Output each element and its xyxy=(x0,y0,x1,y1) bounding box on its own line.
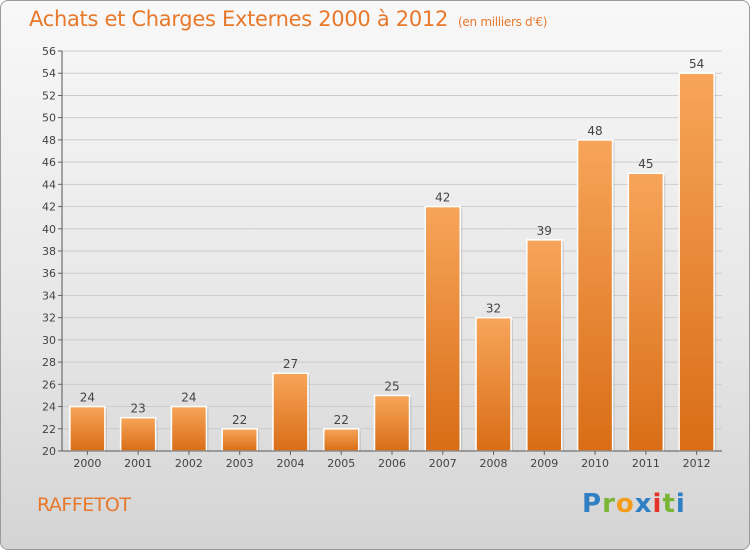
commune-name: RAFFETOT xyxy=(37,494,131,516)
bar-value-label: 22 xyxy=(334,413,349,427)
chart-title-text: Achats et Charges Externes 2000 à 2012 xyxy=(29,7,449,31)
logo-letter: P xyxy=(582,489,603,519)
y-tick-label: 34 xyxy=(42,289,56,302)
y-tick-label: 44 xyxy=(42,178,56,191)
x-tick-label: 2001 xyxy=(124,457,152,470)
bar xyxy=(322,428,360,452)
bars xyxy=(69,72,717,452)
logo-letter: i xyxy=(675,489,686,519)
y-tick-label: 20 xyxy=(42,445,56,458)
bar-value-label: 23 xyxy=(131,402,146,416)
bar xyxy=(373,394,411,452)
x-tick-label: 2004 xyxy=(276,457,304,470)
y-tick-label: 40 xyxy=(42,223,56,236)
y-tick-label: 50 xyxy=(42,112,56,125)
y-tick-label: 36 xyxy=(42,267,56,280)
bar-value-label: 42 xyxy=(435,191,450,205)
bar-value-label: 25 xyxy=(384,379,399,393)
logo-letter: x xyxy=(634,489,653,519)
x-tick-label: 2012 xyxy=(683,457,711,470)
chart-title: Achats et Charges Externes 2000 à 2012 (e… xyxy=(29,7,547,31)
y-tick-label: 24 xyxy=(42,401,56,414)
y-tick-label: 42 xyxy=(42,201,56,214)
bar xyxy=(69,405,106,452)
bar xyxy=(119,416,157,452)
bar xyxy=(576,139,614,452)
bar-value-label: 45 xyxy=(638,157,653,171)
y-tick-label: 32 xyxy=(42,312,56,325)
x-tick-label: 2005 xyxy=(327,457,355,470)
y-tick-label: 22 xyxy=(42,423,56,436)
bar-value-label: 39 xyxy=(537,224,552,238)
x-tick-label: 2002 xyxy=(175,457,203,470)
y-tick-label: 54 xyxy=(42,67,56,80)
bar-value-label: 24 xyxy=(80,391,95,405)
proxiti-logo: Proxiti xyxy=(582,489,686,519)
bar xyxy=(170,405,208,452)
bar xyxy=(475,316,512,452)
bar-value-label: 24 xyxy=(181,391,196,405)
bar-value-label: 54 xyxy=(689,57,704,71)
bar xyxy=(424,205,462,452)
y-tick-label: 52 xyxy=(42,89,56,102)
bar xyxy=(627,172,665,452)
y-tick-label: 48 xyxy=(42,134,56,147)
y-tick-label: 26 xyxy=(42,378,56,391)
x-tick-label: 2000 xyxy=(73,457,101,470)
bar-value-label: 27 xyxy=(283,357,298,371)
chart-subtitle: (en milliers d'€) xyxy=(458,15,548,29)
bar-value-label: 22 xyxy=(232,413,247,427)
bar-labels: 24 23 24 22 27 22 25 42 32 39 48 45 54 xyxy=(80,57,705,427)
logo-letter: r xyxy=(602,489,616,519)
bar-value-label: 48 xyxy=(587,124,602,138)
x-tick-label: 2003 xyxy=(226,457,254,470)
logo-letter: o xyxy=(615,489,635,519)
y-tick-label: 38 xyxy=(42,245,56,258)
axes xyxy=(61,51,722,452)
y-tick-label: 28 xyxy=(42,356,56,369)
logo-letter: i xyxy=(652,489,663,519)
bar xyxy=(221,428,258,452)
logo-letter: t xyxy=(662,489,676,519)
y-tick-label: 30 xyxy=(42,334,56,347)
bar xyxy=(272,372,309,452)
bar xyxy=(526,239,563,452)
x-tick-label: 2008 xyxy=(480,457,508,470)
x-tick-label: 2010 xyxy=(581,457,609,470)
x-tick-label: 2006 xyxy=(378,457,406,470)
y-tick-label: 46 xyxy=(42,156,56,169)
y-axis-ticks: 20 22 24 26 28 30 32 34 36 38 40 42 44 46 48 50 52 54 56 xyxy=(42,45,62,458)
x-tick-label: 2011 xyxy=(632,457,660,470)
bar xyxy=(678,72,715,452)
x-tick-label: 2009 xyxy=(530,457,558,470)
x-axis-ticks: 2000 2001 2002 2003 2004 2005 2006 2007 2008 2009… xyxy=(73,451,711,470)
y-tick-label: 56 xyxy=(42,45,56,58)
bar-value-label: 32 xyxy=(486,302,501,316)
x-tick-label: 2007 xyxy=(429,457,457,470)
